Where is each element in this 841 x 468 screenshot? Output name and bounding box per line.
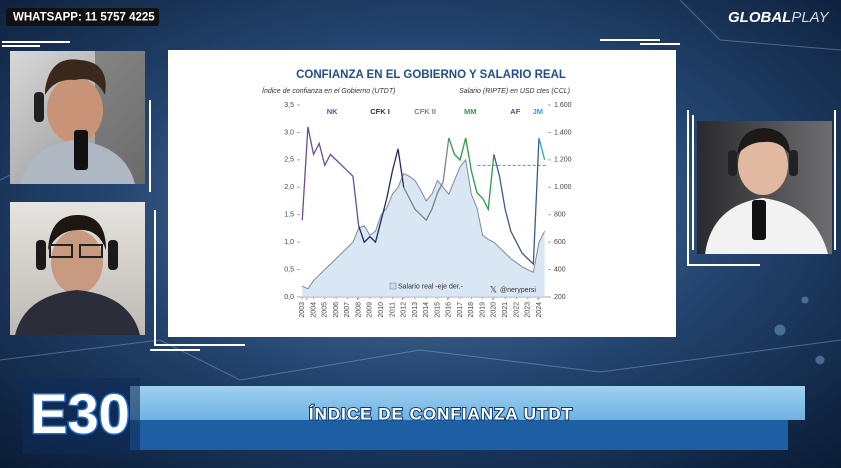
period-label: NK (327, 107, 338, 116)
x-tick-label: 2016 (446, 302, 453, 318)
period-label: MM (464, 107, 477, 116)
y-tick-label: 2,0 (284, 184, 294, 191)
y2-tick-label: 1.200 (554, 157, 572, 164)
period-label: CFK II (414, 107, 436, 116)
x-tick-label: 2011 (389, 302, 396, 317)
confidence-line (301, 126, 360, 226)
y-tick-label: 1,0 (284, 239, 294, 246)
y2-tick-label: 1.400 (554, 129, 572, 136)
tech-pattern (0, 0, 841, 381)
x-tick-label: 2013 (412, 302, 419, 318)
whatsapp-label: WHATSAPP: 11 5757 4225 (13, 12, 155, 24)
logo: GLOBALPLAY (728, 9, 830, 26)
x-tick-label: 2005 (322, 302, 329, 318)
confidence-line (358, 148, 405, 244)
whatsapp-box (6, 8, 159, 26)
x-tick-label: 2015 (434, 302, 441, 318)
x-tick-label: 2014 (423, 302, 430, 318)
frame-decoration (2, 39, 836, 351)
x-tick-label: 2024 (536, 302, 543, 318)
source-icon: 𝕏 (490, 284, 497, 294)
period-label: CFK I (370, 107, 390, 116)
period-label: JM (533, 107, 543, 116)
y-tick-label: 0,0 (284, 294, 294, 301)
x-tick-label: 2018 (468, 302, 475, 318)
x-tick-label: 2022 (513, 302, 520, 318)
banner-top (130, 386, 805, 420)
y2-tick-label: 1.000 (554, 184, 572, 191)
y-tick-label: 0,5 (284, 266, 294, 273)
confidence-line (448, 137, 495, 212)
logo-part: GLOBAL (728, 9, 791, 26)
y-tick-label: 3,5 (284, 102, 294, 109)
camera-feed (697, 121, 832, 254)
x-tick-label: 2004 (310, 302, 317, 318)
x-tick-label: 2008 (355, 302, 362, 318)
x-tick-label: 2023 (525, 302, 532, 318)
x-tick-label: 2003 (299, 302, 306, 318)
y-tick-label: 3,0 (284, 129, 294, 136)
camera-feed (10, 51, 145, 184)
logo-part: PLAY (791, 9, 829, 26)
y2-tick-label: 800 (554, 212, 566, 219)
legend-swatch (389, 282, 397, 290)
y2-tick-label: 600 (554, 239, 566, 246)
y2-axis-title: Salario (RIPTE) en USD ctes (CCL) (459, 88, 570, 95)
x-tick-label: 2010 (378, 302, 385, 318)
confidence-line (403, 137, 450, 222)
x-tick-label: 2012 (401, 302, 408, 318)
source-handle: @nerypersi (500, 287, 536, 294)
banner-text: ÍNDICE DE CONFIANZA UTDT (309, 404, 573, 423)
banner-bottom (130, 420, 788, 450)
y-tick-label: 1,5 (284, 212, 294, 219)
x-tick-label: 2007 (344, 302, 351, 318)
camera-feed (10, 202, 145, 335)
x-tick-label: 2020 (491, 302, 498, 318)
x-tick-label: 2006 (333, 302, 340, 318)
y2-tick-label: 200 (554, 294, 566, 301)
salary-line (302, 158, 546, 290)
x-tick-label: 2009 (367, 302, 374, 318)
y2-tick-label: 400 (554, 266, 566, 273)
confidence-line (538, 137, 546, 161)
y-axis-title: Índice de confianza en el Gobierno (UTDT… (262, 86, 395, 95)
y-tick-label: 2,5 (284, 157, 294, 164)
chart: CONFIANZA EN EL GOBIERNO Y SALARIO REAL … (262, 69, 572, 318)
x-tick-label: 2021 (502, 302, 509, 318)
salary-area-fill (302, 159, 545, 297)
x-tick-label: 2017 (457, 302, 464, 318)
x-tick-label: 2019 (479, 302, 486, 318)
episode-number: E30 (30, 382, 130, 445)
y2-tick-label: 1.600 (554, 102, 572, 109)
legend-label: Salario real -eje der.- (398, 283, 464, 290)
period-label: AF (510, 107, 520, 116)
confidence-line (493, 137, 540, 266)
chart-title: CONFIANZA EN EL GOBIERNO Y SALARIO REAL (296, 69, 566, 81)
episode-box (22, 378, 140, 454)
